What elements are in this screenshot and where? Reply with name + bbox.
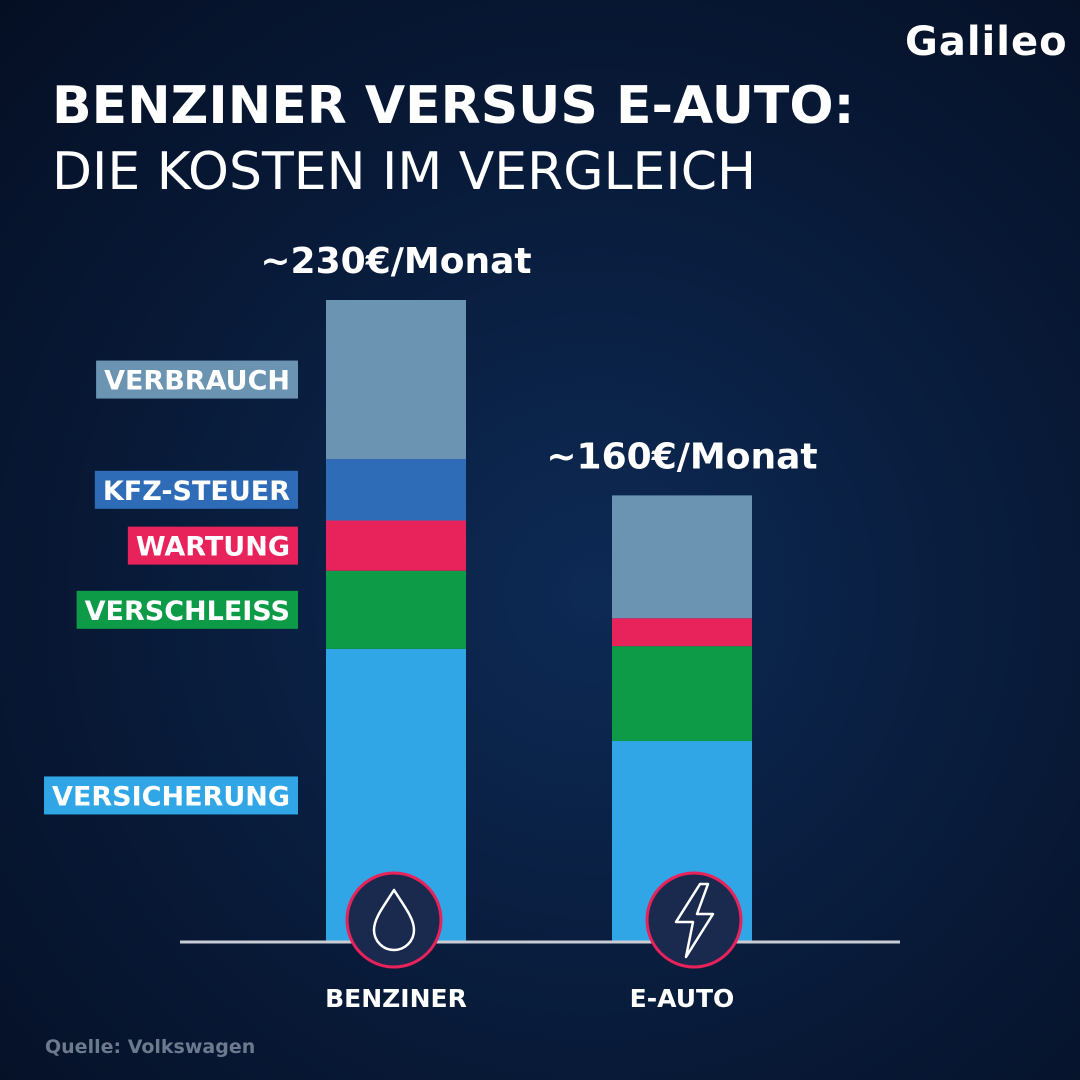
legend-tag-kfz-steuer [94,470,298,509]
bar-segment-verschleiss-benziner [326,570,466,649]
bar-segment-wartung-benziner [326,520,466,571]
legend-label-verschleiss: VERSCHLEISS [85,596,290,627]
legend-label-versicherung: VERSICHERUNG [52,781,290,812]
total-label-benziner: ~230€/Monat [260,241,531,282]
legend-label-verbrauch: VERBRAUCH [104,366,290,397]
icon-circle-benziner [345,871,443,969]
legend-tag-versicherung [44,776,298,815]
category-label-e-auto: E-AUTO [630,984,735,1013]
legend-label-kfz-steuer: KFZ-STEUER [103,476,290,507]
legend-tag-verbrauch [96,360,298,399]
lightning-icon [674,882,715,959]
galileo-logo: Galileo [905,19,1068,65]
icon-circle-e-auto [645,871,743,969]
legend-label-wartung: WARTUNG [136,532,290,563]
legend-tag-wartung [127,526,298,565]
bar-segment-verschleiss-e-auto [612,646,752,742]
chart-title: BENZINER VERSUS E-AUTO: [52,76,855,136]
chart-subtitle: DIE KOSTEN IM VERGLEICH [52,142,757,202]
bar-segment-kfz-steuer-benziner [326,459,466,521]
bar-segment-verbrauch-e-auto [612,495,752,619]
bar-segment-wartung-e-auto [612,618,752,647]
legend-tag-verschleiss [76,590,298,629]
category-label-benziner: BENZINER [325,984,467,1013]
source-note: Quelle: Volkswagen [45,1036,256,1058]
drop-icon [372,888,416,952]
total-label-e-auto: ~160€/Monat [546,436,817,477]
bar-segment-verbrauch-benziner [326,300,466,460]
